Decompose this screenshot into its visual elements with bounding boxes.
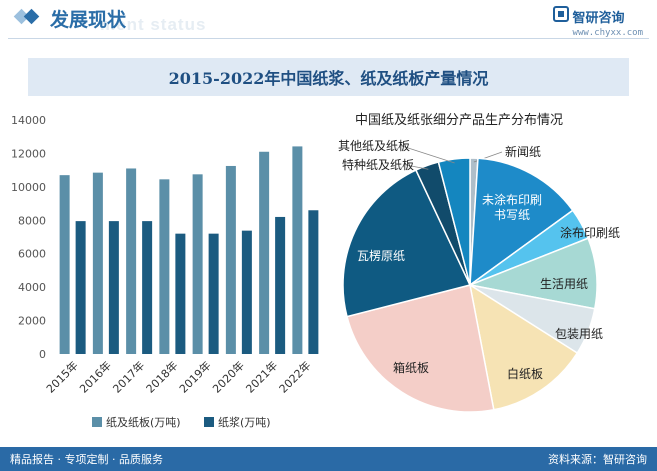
pie-label-line: 书写纸 <box>494 208 530 222</box>
bar-paper-board <box>59 175 70 354</box>
bar-pulp <box>308 210 319 354</box>
y-tick-label: 12000 <box>11 147 46 160</box>
bar-pulp <box>241 230 252 354</box>
pie-title: 中国纸及纸张细分产品生产分布情况 <box>355 113 563 128</box>
pie-label-line: 未涂布印刷 <box>482 192 542 207</box>
pie-label: 生活用纸 <box>540 277 588 291</box>
bar-paper-board <box>92 172 103 354</box>
bar-paper-board <box>259 151 270 354</box>
bar-paper-board <box>292 146 303 354</box>
pie-label: 特种纸及纸板 <box>342 157 414 172</box>
pie-leader-line <box>405 164 429 170</box>
brand: 智研咨询 www.chyxx.com <box>552 6 643 38</box>
pie-slice <box>469 157 574 287</box>
x-tick-label: 2019年 <box>176 358 213 395</box>
footer: 精品报告 · 专项定制 · 品质服务 资料来源：智研咨询 <box>0 447 657 471</box>
page-title: 发展现状 <box>50 9 127 31</box>
pie-slice <box>437 157 471 286</box>
x-tick-label: 2021年 <box>243 358 280 395</box>
bar-chart: 020004000600080001000012000140002015年201… <box>11 114 319 429</box>
chart-banner: 2015-2022年中国纸浆、纸及纸板产量情况 <box>28 58 629 96</box>
x-tick-label: 2020年 <box>210 358 247 395</box>
footer-source: 资料来源：智研咨询 <box>548 453 647 466</box>
pie-leader-line <box>401 145 455 164</box>
bar-paper-board <box>192 174 203 354</box>
bar-pulp <box>175 233 186 354</box>
y-tick-label: 14000 <box>11 114 46 127</box>
pie-label: 包装用纸 <box>555 327 603 341</box>
pie-slice <box>468 283 579 411</box>
footer-slogan: 精品报告 · 专项定制 · 品质服务 <box>10 453 163 466</box>
bar-pulp <box>108 221 119 354</box>
bar-paper-board <box>225 165 236 354</box>
x-tick-label: 2017年 <box>110 358 147 395</box>
x-tick-label: 2015年 <box>43 358 80 395</box>
header-watermark: ment status <box>100 15 207 34</box>
bar-pulp <box>142 221 153 354</box>
x-tick-label: 2022年 <box>276 358 313 395</box>
y-tick-label: 0 <box>39 348 46 361</box>
bar-paper-board <box>159 179 170 354</box>
chart-banner-title: 2015-2022年中国纸浆、纸及纸板产量情况 <box>168 69 489 88</box>
y-tick-label: 2000 <box>18 315 46 328</box>
bar-paper-board <box>126 168 137 354</box>
brand-name: 智研咨询 <box>572 10 625 26</box>
brand-logo-icon <box>552 6 569 26</box>
legend-label: 纸浆(万吨) <box>218 415 271 429</box>
pie-label: 白纸板 <box>507 366 543 381</box>
pie-slice <box>346 284 495 413</box>
x-tick-label: 2016年 <box>77 358 114 395</box>
legend-swatch <box>204 417 214 427</box>
bar-pulp <box>208 233 219 354</box>
chart-canvas: 020004000600080001000012000140002015年201… <box>11 113 620 429</box>
brand-url: www.chyxx.com <box>572 28 643 38</box>
pie-chart: 中国纸及纸张细分产品生产分布情况新闻纸未涂布印刷书写纸涂布印刷纸生活用纸包装用纸… <box>338 113 620 413</box>
y-tick-label: 8000 <box>18 214 46 227</box>
pie-label: 箱纸板 <box>393 360 429 375</box>
legend-swatch <box>92 417 102 427</box>
pie-label: 新闻纸 <box>505 144 541 159</box>
y-tick-label: 6000 <box>18 248 46 261</box>
pie-label: 涂布印刷纸 <box>560 225 620 240</box>
bar-pulp <box>75 221 86 354</box>
bar-pulp <box>275 216 286 354</box>
pie-slice <box>342 169 472 318</box>
pie-label: 瓦楞原纸 <box>357 248 405 263</box>
pie-label: 其他纸及纸板 <box>338 139 410 153</box>
x-tick-label: 2018年 <box>143 358 180 395</box>
y-tick-label: 4000 <box>18 281 46 294</box>
header-divider <box>8 38 649 39</box>
legend-label: 纸及纸板(万吨) <box>106 415 181 429</box>
pie-label: 未涂布印刷书写纸 <box>482 192 542 222</box>
y-tick-label: 10000 <box>11 181 46 194</box>
diamond-icon <box>12 6 46 34</box>
